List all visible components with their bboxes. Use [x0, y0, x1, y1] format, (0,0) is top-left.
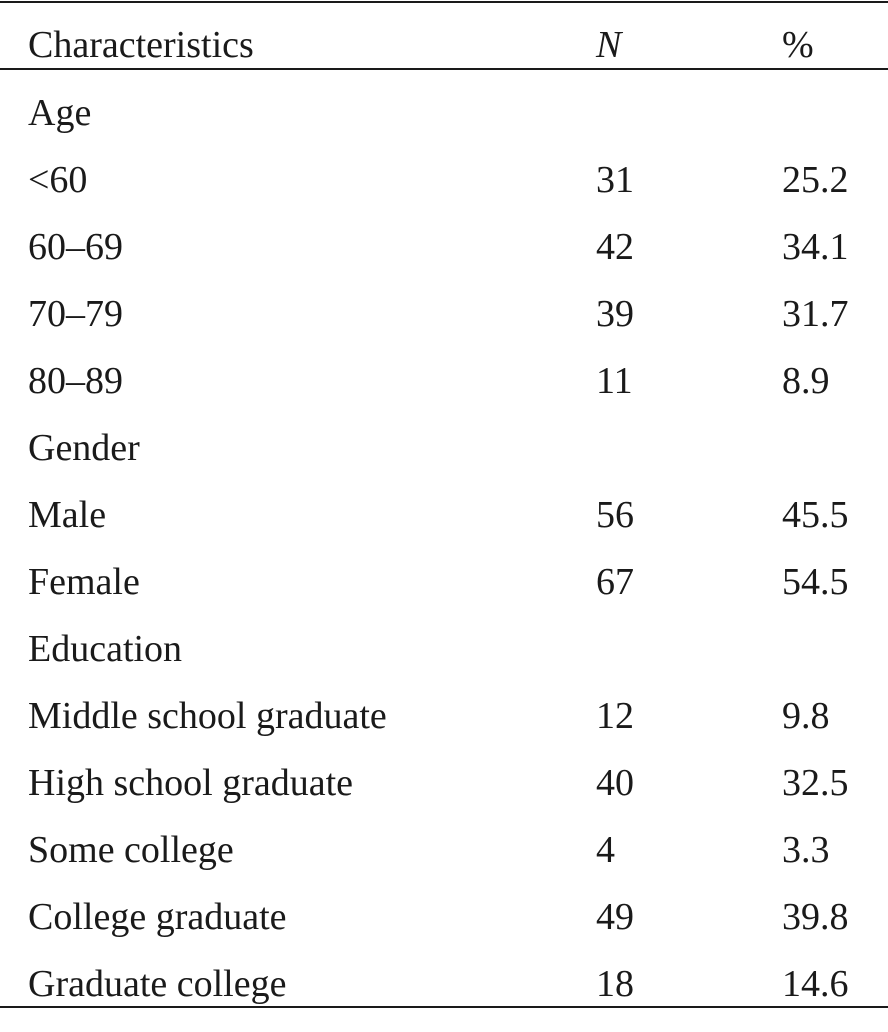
table-top-rule [0, 1, 888, 3]
row-label: Graduate college [28, 963, 287, 1005]
row-label: Male [28, 494, 107, 536]
row-label: 70–79 [28, 293, 123, 335]
row-n: 39 [596, 293, 634, 335]
row-percent: 25.2 [782, 159, 849, 201]
table-row: College graduate 49 39.8 [0, 898, 888, 965]
row-label: Some college [28, 829, 234, 871]
row-label: Education [28, 628, 183, 670]
row-n: 49 [596, 896, 634, 938]
row-n: 31 [596, 159, 634, 201]
table-row: Age [0, 94, 888, 161]
row-n: 40 [596, 762, 634, 804]
table-row: 60–69 42 34.1 [0, 228, 888, 295]
table-header-rule [0, 68, 888, 70]
row-n: 11 [596, 360, 633, 402]
table-row: High school graduate 40 32.5 [0, 764, 888, 831]
header-n: N [596, 24, 622, 66]
row-n: 42 [596, 226, 634, 268]
row-n: 67 [596, 561, 634, 603]
row-label: Gender [28, 427, 140, 469]
row-n: 56 [596, 494, 634, 536]
row-label: College graduate [28, 896, 287, 938]
row-label: 80–89 [28, 360, 123, 402]
table-row: 80–89 11 8.9 [0, 362, 888, 429]
row-percent: 39.8 [782, 896, 849, 938]
row-n: 4 [596, 829, 615, 871]
header-characteristics: Characteristics [28, 24, 254, 66]
table-row: Gender [0, 429, 888, 496]
header-percent: % [782, 24, 814, 66]
row-label: Female [28, 561, 140, 603]
table-row: 70–79 39 31.7 [0, 295, 888, 362]
row-label: <60 [28, 159, 88, 201]
row-label: Age [28, 92, 92, 134]
row-label: Middle school graduate [28, 695, 387, 737]
row-percent: 31.7 [782, 293, 849, 335]
table-header-row: Characteristics N % [0, 26, 888, 93]
table-row: Middle school graduate 12 9.8 [0, 697, 888, 764]
row-percent: 45.5 [782, 494, 849, 536]
row-percent: 3.3 [782, 829, 830, 871]
row-percent: 14.6 [782, 963, 849, 1005]
row-percent: 54.5 [782, 561, 849, 603]
row-percent: 9.8 [782, 695, 830, 737]
table-row: <60 31 25.2 [0, 161, 888, 228]
row-label: 60–69 [28, 226, 123, 268]
table-row: Female 67 54.5 [0, 563, 888, 630]
row-percent: 34.1 [782, 226, 849, 268]
table-row: Some college 4 3.3 [0, 831, 888, 898]
row-percent: 32.5 [782, 762, 849, 804]
table-row: Education [0, 630, 888, 697]
row-n: 18 [596, 963, 634, 1005]
row-percent: 8.9 [782, 360, 830, 402]
table-bottom-rule [0, 1006, 888, 1008]
row-label: High school graduate [28, 762, 354, 804]
row-n: 12 [596, 695, 634, 737]
table-row: Male 56 45.5 [0, 496, 888, 563]
table-row: Graduate college 18 14.6 [0, 965, 888, 1032]
